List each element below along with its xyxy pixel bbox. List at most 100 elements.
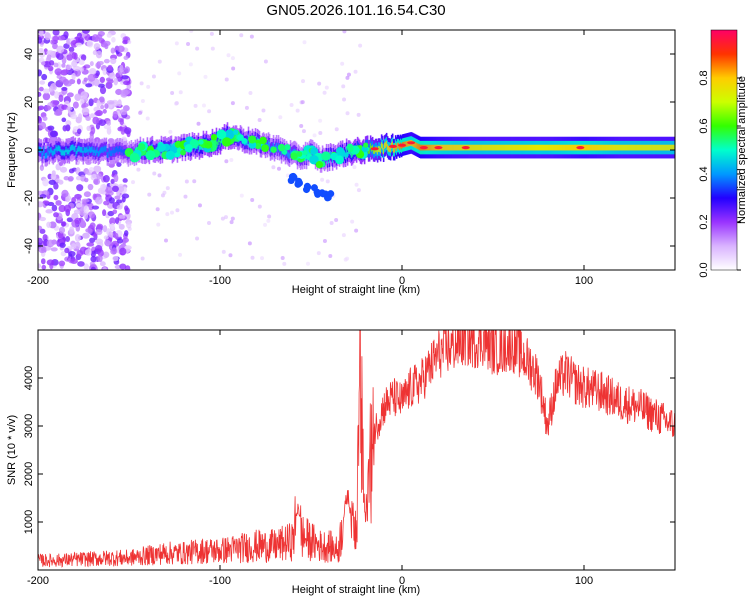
- spectrogram-noise-cell: [63, 176, 70, 181]
- spectrogram-noise-cell: [136, 167, 141, 172]
- spectrogram-noise-cell: [95, 62, 102, 69]
- spectrogram-band-cell: [562, 144, 564, 151]
- spectrogram-band-cell: [446, 144, 449, 151]
- spectrogram-band-cell: [621, 144, 623, 151]
- spectrogram-band-cell: [606, 144, 608, 151]
- spectrogram-band-cell: [381, 143, 384, 150]
- spectrogram-noise-cell: [81, 107, 90, 116]
- spectrogram-noise-cell: [345, 111, 350, 116]
- spectrogram-band-cell: [441, 144, 444, 151]
- spectrogram-branch-point: [289, 172, 297, 180]
- spectrogram-band-cell: [64, 149, 67, 156]
- spectrogram-peak: [157, 142, 166, 152]
- spectrogram-noise-cell: [46, 259, 55, 266]
- spectrogram-band-cell: [268, 141, 271, 148]
- spectrogram-noise-cell: [90, 250, 96, 258]
- spectrogram-noise-cell: [82, 232, 90, 239]
- spectrogram-noise-cell: [266, 218, 271, 223]
- spectrogram-noise-cell: [305, 261, 310, 266]
- spectrogram-band-cell: [511, 144, 514, 151]
- spectrogram-noise-cell: [38, 69, 43, 77]
- spectrogram-band-cell: [613, 144, 615, 151]
- spectrogram-band-cell: [272, 142, 275, 149]
- snr-y-tick-label: 4000: [23, 366, 35, 390]
- spectrogram-band-cell: [584, 144, 586, 151]
- spectrogram-band-cell: [85, 147, 88, 154]
- spectrogram-band-cell: [94, 150, 97, 157]
- spectrogram-noise-cell: [312, 133, 317, 138]
- spectrogram-noise-cell: [170, 210, 175, 215]
- spectrogram-noise-cell: [83, 191, 92, 198]
- spectrogram-noise-cell: [68, 46, 75, 53]
- spectrogram-band-cell: [541, 144, 543, 151]
- spectrogram-noise-cell: [38, 91, 42, 97]
- spectrogram-band-cell: [350, 152, 353, 158]
- spectrogram-band-cell: [554, 144, 556, 151]
- spectrogram-noise-cell: [39, 216, 47, 222]
- spectrogram-band-cell: [111, 150, 114, 157]
- spectrogram-noise-cell: [109, 72, 116, 80]
- spectrogram-noise-cell: [160, 193, 165, 198]
- spectrogram-noise-cell: [93, 43, 101, 50]
- spectrogram-band-cell: [508, 144, 511, 151]
- spectrogram-noise-cell: [41, 73, 48, 81]
- spectrogram-noise-cell: [74, 233, 81, 242]
- spectrogram-noise-cell: [66, 217, 74, 223]
- snr-panel: -200 -100 0 100 1000 2000 3000 4000 Height of …: [6, 329, 676, 596]
- spectrogram-band-cell: [521, 144, 524, 151]
- spectrogram-noise-cell: [61, 104, 68, 110]
- spectrogram-noise-cell: [257, 204, 262, 209]
- spectrogram-noise-cell: [121, 238, 127, 245]
- spectrogram-noise-cell: [42, 178, 49, 187]
- spectrogram-band-cell: [267, 140, 270, 146]
- spectrogram-noise-cell: [90, 266, 96, 270]
- spectrogram-noise-cell: [77, 261, 85, 267]
- spectrogram-noise-cell: [112, 209, 118, 215]
- spectrogram-band-cell: [217, 139, 220, 146]
- spectrogram-band-cell: [669, 144, 671, 151]
- spectrogram-band-cell: [556, 144, 558, 151]
- spectrogram-band-cell: [651, 144, 653, 151]
- spectrogram-band-cell: [604, 144, 606, 151]
- spectrogram-noise-cell: [157, 59, 162, 64]
- spectrogram-band-cell: [526, 144, 529, 151]
- spectrogram-band-cell: [442, 144, 445, 151]
- spectrogram-band-cell: [96, 147, 99, 153]
- spectrogram-noise-cell: [165, 212, 170, 217]
- spectrogram-noise-cell: [38, 47, 44, 53]
- spectrogram-band-cell: [542, 144, 544, 151]
- spectrogram-noise-cell: [203, 74, 208, 79]
- colorbar-gradient: [711, 30, 737, 270]
- spectrogram-noise-cell: [116, 204, 123, 210]
- spectrogram-band-cell: [619, 144, 621, 151]
- spectrogram-noise-cell: [334, 218, 339, 223]
- spectrogram-noise-cell: [123, 80, 131, 86]
- spectrogram-band-cell: [665, 144, 667, 151]
- spectrogram-noise-cell: [317, 81, 322, 86]
- spectrogram-band-cell: [117, 148, 120, 155]
- spectrogram-noise-cell: [110, 178, 115, 184]
- spectrogram-band-cell: [70, 145, 73, 151]
- spectrogram-band-cell: [384, 142, 387, 148]
- spectrogram-noise-cell: [228, 253, 233, 258]
- spectrogram-noise-cell: [54, 68, 63, 76]
- spectrogram-peak: [189, 138, 199, 149]
- spectrogram-band-cell: [474, 144, 477, 151]
- spectrogram-noise-cell: [107, 64, 113, 71]
- spectrogram-band-cell: [616, 144, 618, 151]
- spectrogram-x-tick-label: 0: [399, 275, 405, 287]
- spectrogram-noise-cell: [322, 239, 327, 244]
- spectrogram-band-cell: [42, 149, 45, 156]
- spectrogram-band-cell: [93, 147, 96, 154]
- spectrogram-noise-cell: [112, 110, 118, 118]
- spectrogram-band-cell: [81, 147, 84, 153]
- spectrogram-band-cell: [368, 147, 371, 154]
- spectrogram-noise-cell: [89, 113, 95, 119]
- spectrogram-band-cell: [626, 144, 628, 151]
- spectrogram-band-cell: [479, 144, 482, 151]
- spectrogram-noise-cell: [58, 226, 66, 234]
- spectrogram-band-cell: [430, 144, 433, 151]
- spectrogram-band-cell: [585, 144, 587, 151]
- spectrogram-band-cell: [90, 147, 93, 153]
- spectrogram-band-cell: [382, 148, 385, 155]
